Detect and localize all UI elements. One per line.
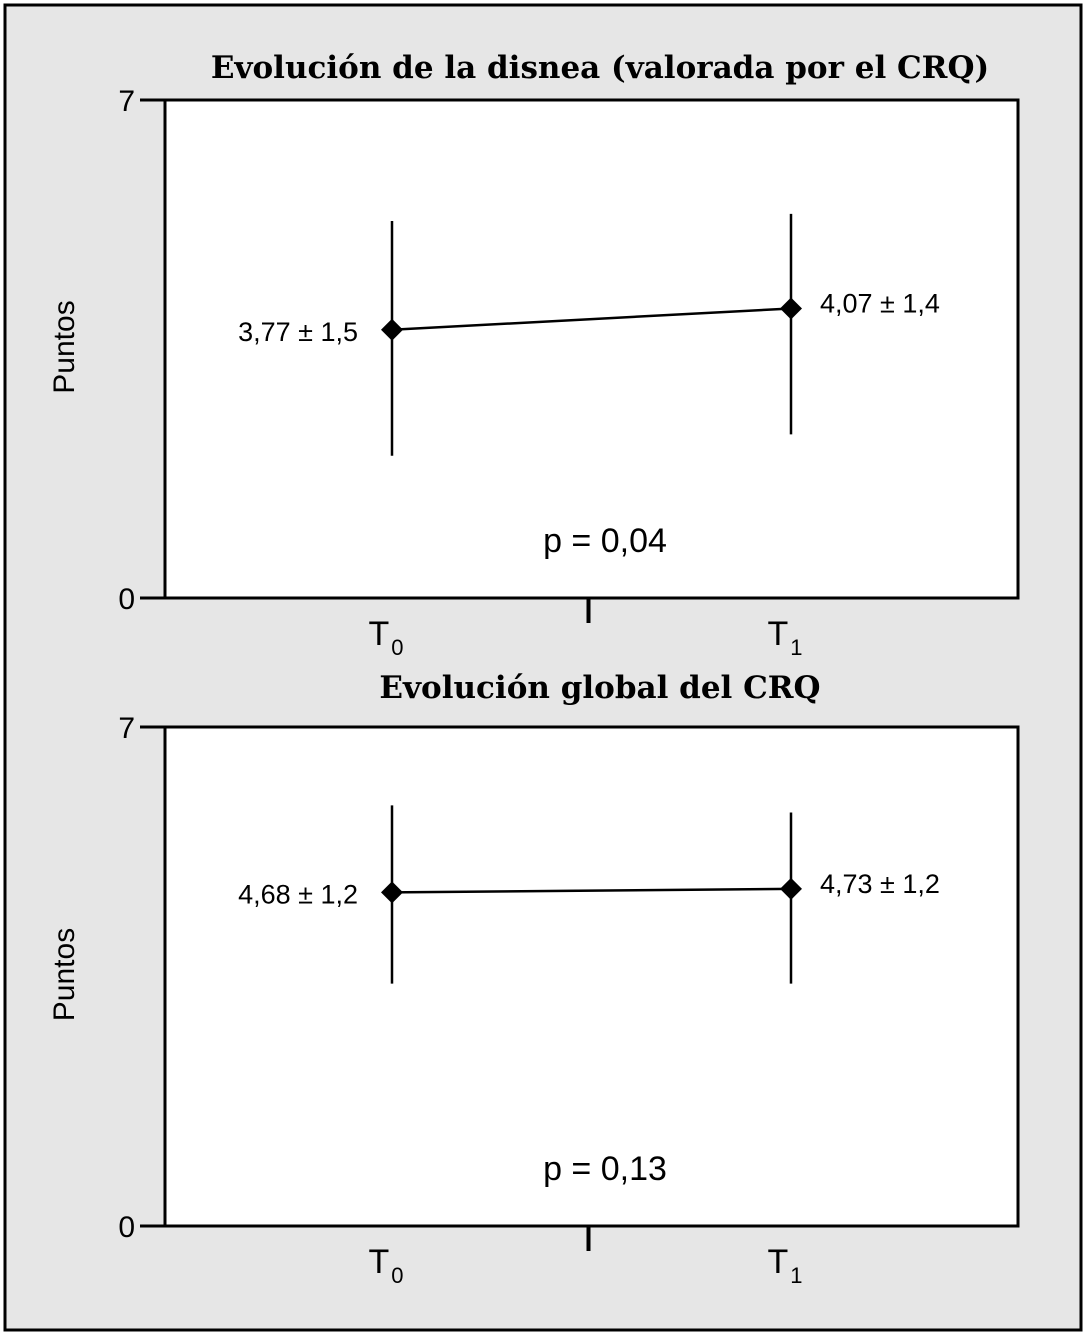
y-tick-label: 7	[118, 712, 135, 745]
y-axis-label: Puntos	[48, 928, 81, 1021]
data-label: 4,68 ± 1,2	[238, 879, 358, 909]
chart-title: Evolución de la disnea (valorada por el …	[211, 50, 989, 86]
series-line	[391, 887, 792, 894]
chart-title: Evolución global del CRQ	[379, 670, 820, 706]
y-tick-label: 7	[118, 85, 135, 118]
series-line	[391, 307, 792, 332]
x-category-label: T0	[368, 615, 403, 660]
plot-area	[163, 98, 1020, 600]
x-category-label: T0	[368, 1243, 403, 1288]
data-label: 4,73 ± 1,2	[820, 869, 940, 899]
data-point	[381, 318, 403, 341]
data-point	[780, 877, 802, 900]
chart-panel: Evolución global del CRQ 0 7 Puntos T0 T1 4,68…	[48, 670, 1020, 1288]
chart-panel: Evolución de la disnea (valorada por el …	[48, 50, 1020, 660]
data-point	[780, 297, 802, 320]
data-point	[381, 881, 403, 904]
p-value-annotation: p = 0,13	[543, 1150, 667, 1188]
x-category-label: T1	[767, 615, 802, 660]
data-label: 3,77 ± 1,5	[238, 317, 358, 347]
p-value-annotation: p = 0,04	[543, 522, 667, 560]
data-label: 4,07 ± 1,4	[820, 288, 940, 318]
x-category-label: T1	[767, 1243, 802, 1288]
y-axis-label: Puntos	[48, 300, 81, 393]
y-tick-label: 0	[118, 583, 135, 616]
plot-area	[163, 725, 1020, 1228]
y-tick-label: 0	[118, 1211, 135, 1244]
